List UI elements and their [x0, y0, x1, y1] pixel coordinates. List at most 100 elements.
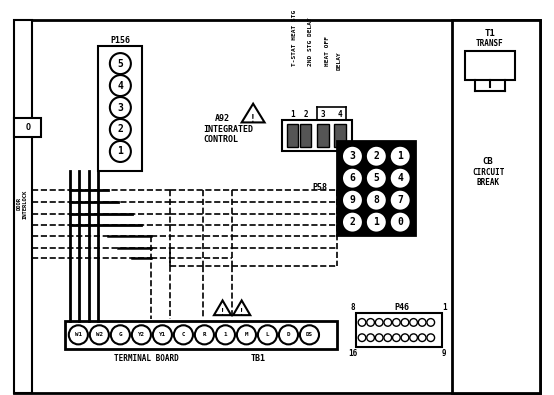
- Circle shape: [401, 319, 409, 326]
- Text: 4: 4: [397, 173, 403, 183]
- Text: O: O: [25, 123, 30, 132]
- Text: 5: 5: [373, 173, 379, 183]
- Text: !: !: [239, 308, 244, 317]
- Text: CIRCUIT: CIRCUIT: [472, 168, 504, 177]
- Circle shape: [110, 75, 131, 96]
- Circle shape: [195, 325, 214, 344]
- Circle shape: [153, 325, 172, 344]
- Text: 1: 1: [117, 147, 124, 156]
- Text: 7: 7: [397, 195, 403, 205]
- Text: 9: 9: [442, 350, 447, 358]
- Text: !: !: [250, 114, 256, 124]
- Text: DOOR
INTERLOCK: DOOR INTERLOCK: [17, 189, 27, 218]
- Text: M: M: [245, 332, 248, 337]
- Bar: [334, 124, 346, 147]
- Text: HEAT OFF: HEAT OFF: [325, 36, 330, 66]
- Bar: [14, 20, 32, 393]
- Text: 16: 16: [348, 350, 357, 358]
- Text: 2: 2: [373, 151, 379, 161]
- Circle shape: [342, 168, 363, 189]
- Text: 2: 2: [350, 217, 355, 227]
- Circle shape: [358, 334, 366, 342]
- Circle shape: [393, 319, 400, 326]
- Text: 4: 4: [338, 110, 342, 119]
- Text: C: C: [182, 332, 185, 337]
- Text: 1: 1: [224, 332, 227, 337]
- Text: 8: 8: [350, 303, 355, 312]
- Circle shape: [389, 190, 411, 211]
- Circle shape: [342, 212, 363, 233]
- Circle shape: [376, 334, 383, 342]
- Text: TERMINAL BOARD: TERMINAL BOARD: [114, 354, 178, 363]
- Text: CB: CB: [483, 156, 494, 166]
- Circle shape: [342, 146, 363, 167]
- Circle shape: [376, 319, 383, 326]
- Text: T-STAT HEAT STG: T-STAT HEAT STG: [292, 9, 297, 66]
- Circle shape: [401, 334, 409, 342]
- Circle shape: [367, 334, 375, 342]
- Circle shape: [366, 168, 387, 189]
- Circle shape: [110, 97, 131, 118]
- Circle shape: [132, 325, 151, 344]
- Text: P156: P156: [110, 36, 130, 45]
- Text: 1: 1: [373, 217, 379, 227]
- Text: !: !: [220, 308, 225, 317]
- Circle shape: [342, 190, 363, 211]
- Circle shape: [174, 325, 193, 344]
- Bar: [282, 120, 352, 150]
- Text: 3: 3: [350, 151, 355, 161]
- Text: 6: 6: [350, 173, 355, 183]
- Text: 5: 5: [117, 58, 124, 69]
- Text: D: D: [287, 332, 290, 337]
- Text: 2: 2: [117, 124, 124, 134]
- Circle shape: [90, 325, 109, 344]
- Bar: [465, 51, 515, 80]
- Bar: [452, 20, 540, 393]
- Text: G: G: [119, 332, 122, 337]
- Text: CONTROL: CONTROL: [203, 135, 238, 145]
- Text: 3: 3: [321, 110, 325, 119]
- Text: P58: P58: [312, 183, 327, 192]
- Circle shape: [389, 168, 411, 189]
- Bar: [300, 124, 311, 147]
- Circle shape: [393, 334, 400, 342]
- Circle shape: [358, 319, 366, 326]
- Circle shape: [111, 325, 130, 344]
- Text: Y2: Y2: [138, 332, 145, 337]
- Circle shape: [366, 190, 387, 211]
- Circle shape: [410, 319, 417, 326]
- Circle shape: [237, 325, 256, 344]
- Text: BREAK: BREAK: [476, 179, 500, 188]
- Circle shape: [279, 325, 298, 344]
- Circle shape: [69, 325, 88, 344]
- Circle shape: [110, 119, 131, 140]
- Text: TB1: TB1: [251, 354, 266, 363]
- Text: DS: DS: [306, 332, 313, 337]
- Text: 4: 4: [117, 81, 124, 90]
- Circle shape: [418, 319, 426, 326]
- Polygon shape: [214, 301, 231, 315]
- Polygon shape: [242, 104, 265, 122]
- Text: 0: 0: [397, 217, 403, 227]
- Bar: [65, 320, 337, 349]
- Circle shape: [110, 53, 131, 74]
- Bar: [317, 124, 329, 147]
- Text: 1: 1: [397, 151, 403, 161]
- Circle shape: [427, 334, 434, 342]
- Polygon shape: [233, 301, 250, 315]
- Circle shape: [389, 146, 411, 167]
- Text: DELAY: DELAY: [337, 51, 342, 70]
- Text: P46: P46: [394, 303, 409, 312]
- Circle shape: [384, 334, 392, 342]
- Circle shape: [367, 319, 375, 326]
- Circle shape: [418, 334, 426, 342]
- Text: INTEGRATED: INTEGRATED: [203, 125, 254, 134]
- Circle shape: [410, 334, 417, 342]
- Text: Y1: Y1: [159, 332, 166, 337]
- Text: W2: W2: [96, 332, 103, 337]
- Circle shape: [110, 141, 131, 162]
- Text: A92: A92: [215, 113, 230, 122]
- Text: 1: 1: [442, 303, 447, 312]
- Text: 2: 2: [304, 110, 308, 119]
- Circle shape: [427, 319, 434, 326]
